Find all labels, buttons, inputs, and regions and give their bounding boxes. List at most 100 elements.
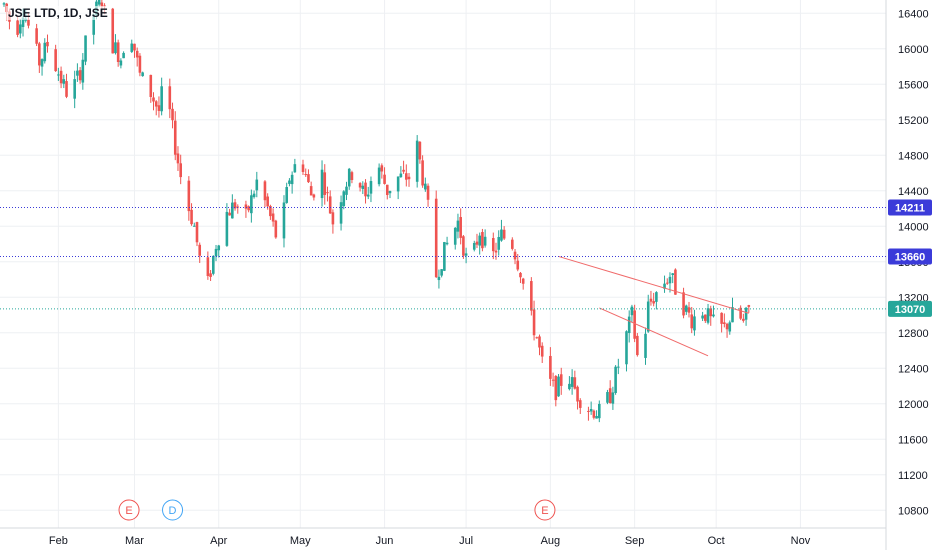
event-marker-circle xyxy=(118,499,140,521)
candle-body xyxy=(114,42,117,54)
candle-body xyxy=(516,260,520,270)
candle-body xyxy=(723,322,726,324)
candle-body xyxy=(59,70,63,84)
channel-trendline xyxy=(599,307,709,357)
candle-body xyxy=(350,172,354,180)
candle-body xyxy=(21,17,25,28)
candle-body xyxy=(462,236,465,256)
x-tick-label: Feb xyxy=(49,535,68,547)
candle-body xyxy=(739,307,742,319)
candle-body xyxy=(285,187,288,203)
candle-body xyxy=(369,181,373,194)
candle-body xyxy=(747,305,751,307)
candle-body xyxy=(149,74,153,98)
candle-body xyxy=(111,8,115,54)
candle-body xyxy=(665,282,669,284)
candle-body xyxy=(744,307,748,320)
candle-body xyxy=(649,298,653,302)
earnings-marker[interactable]: E xyxy=(534,499,556,521)
candle-body xyxy=(2,3,6,5)
candle-body xyxy=(464,253,468,256)
x-tick-label: Sep xyxy=(625,535,645,547)
y-tick-label: 14000 xyxy=(898,221,929,233)
candle-body xyxy=(652,301,655,304)
candle-body xyxy=(138,55,142,73)
x-tick-label: Aug xyxy=(541,535,561,547)
candle-body xyxy=(614,366,617,393)
x-tick-label: Nov xyxy=(791,535,811,547)
candle-body xyxy=(73,79,76,99)
candle-body xyxy=(611,392,615,404)
candle-body xyxy=(312,194,316,198)
candle-body xyxy=(228,212,231,216)
candle-body xyxy=(231,202,234,219)
level-price-tag xyxy=(888,199,932,216)
candle-body xyxy=(160,86,163,112)
candle-body xyxy=(472,243,476,250)
x-tick-label: Apr xyxy=(210,535,227,547)
candle-body xyxy=(385,184,389,196)
candle-body xyxy=(595,416,598,419)
candle-body xyxy=(57,74,60,76)
candle-body xyxy=(135,50,139,58)
candle-body xyxy=(573,377,577,389)
candle-body xyxy=(532,309,536,336)
y-tick-label: 16000 xyxy=(898,44,929,56)
candle-body xyxy=(46,41,49,47)
candle-body xyxy=(453,227,457,245)
candle-body xyxy=(244,204,248,209)
candle-body xyxy=(426,185,430,200)
candle-body xyxy=(701,315,704,319)
candle-body xyxy=(668,276,672,284)
candle-body xyxy=(361,185,365,189)
candle-body xyxy=(19,24,22,34)
candle-body xyxy=(62,79,66,84)
candle-body xyxy=(225,211,229,246)
candle-body xyxy=(345,186,348,195)
y-tick-label: 12000 xyxy=(898,399,929,411)
candle-body xyxy=(725,323,729,330)
candle-body xyxy=(608,388,612,404)
y-tick-label: 14400 xyxy=(898,186,929,198)
candle-body xyxy=(176,153,180,164)
candle-body xyxy=(100,2,104,7)
candle-body xyxy=(549,355,552,379)
candle-body xyxy=(271,213,275,222)
x-tick-label: Jul xyxy=(459,535,473,547)
candle-body xyxy=(331,212,335,225)
candle-body xyxy=(252,193,256,198)
event-marker-circle xyxy=(162,499,184,521)
candle-body xyxy=(366,194,370,197)
candle-body xyxy=(671,273,674,275)
candle-body xyxy=(383,174,386,184)
candle-body xyxy=(682,292,685,316)
candle-body xyxy=(339,202,343,224)
candle-body xyxy=(307,174,310,183)
dividend-marker[interactable]: D xyxy=(162,499,184,521)
candle-body xyxy=(76,70,79,76)
candle-body xyxy=(576,386,579,402)
candle-body xyxy=(728,322,732,332)
candle-body xyxy=(154,101,158,107)
candle-body xyxy=(709,308,713,317)
candle-body xyxy=(663,283,666,289)
level-price-label: 14211 xyxy=(895,203,925,215)
candle-body xyxy=(16,20,19,35)
candle-body xyxy=(173,120,177,155)
earnings-marker[interactable]: E xyxy=(118,499,140,521)
candle-body xyxy=(633,310,636,339)
candle-body xyxy=(578,400,582,408)
candle-body xyxy=(589,409,593,412)
symbol-title[interactable]: JSE LTD, 1D, JSE xyxy=(6,6,110,20)
candle-body xyxy=(396,176,400,192)
candle-body xyxy=(214,248,218,257)
candle-body xyxy=(388,190,392,194)
candle-body xyxy=(502,229,506,239)
candle-body xyxy=(323,172,327,195)
candle-body xyxy=(415,140,419,182)
candles xyxy=(2,0,751,423)
candle-body xyxy=(399,173,403,178)
candle-body xyxy=(513,251,517,260)
